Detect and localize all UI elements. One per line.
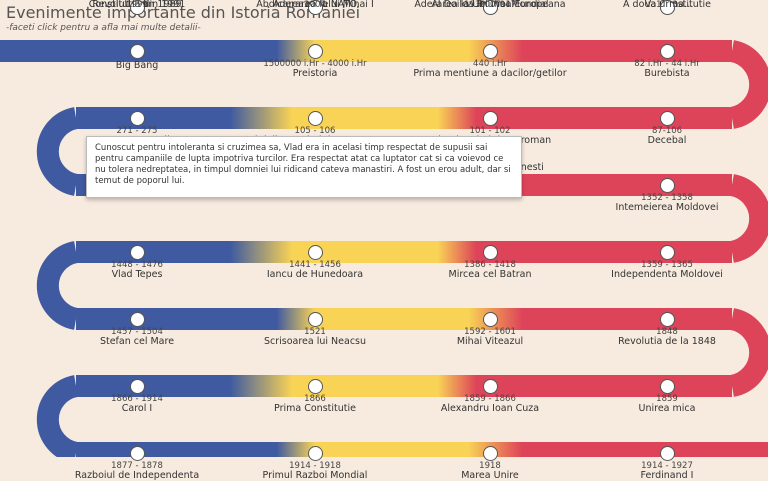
event-node[interactable] bbox=[307, 0, 323, 15]
event-node[interactable] bbox=[659, 445, 675, 461]
event-node[interactable] bbox=[482, 445, 498, 461]
event-date: 1457 - 1504 bbox=[111, 327, 163, 337]
event-date: 2007 bbox=[479, 0, 501, 10]
event-node[interactable] bbox=[307, 445, 323, 461]
event-date: 101 - 102 bbox=[469, 126, 511, 136]
event-date: 1352 - 1358 bbox=[641, 193, 693, 203]
event-title[interactable]: Marea Unire bbox=[461, 470, 519, 481]
event-title[interactable]: Ferdinand I bbox=[640, 470, 694, 481]
event-date: 1918 bbox=[479, 461, 501, 471]
event-node[interactable] bbox=[659, 43, 675, 59]
event-date: 1991 bbox=[126, 0, 148, 10]
event-date: 87-106 bbox=[651, 126, 683, 136]
event-title[interactable]: Prima mentiune a dacilor/getilor bbox=[413, 68, 567, 79]
event-date: 440 i.Hr bbox=[473, 59, 507, 69]
event-date: 1448 - 1476 bbox=[111, 260, 163, 270]
event-date: 1877 - 1878 bbox=[111, 461, 163, 471]
event-title[interactable]: Big Bang bbox=[115, 60, 159, 71]
event-title[interactable]: Scrisoarea lui Neacsu bbox=[263, 336, 367, 347]
event-node[interactable] bbox=[659, 0, 675, 15]
event-title[interactable]: Decebal bbox=[647, 135, 687, 146]
tooltip-text: Cunoscut pentru intoleranta si cruzimea … bbox=[95, 143, 511, 186]
event-title[interactable]: Alexandru Ioan Cuza bbox=[440, 403, 540, 414]
event-title[interactable]: Stefan cel Mare bbox=[99, 336, 175, 347]
event-date: 1359 - 1365 bbox=[641, 260, 693, 270]
event-title[interactable]: Prima Constitutie bbox=[274, 403, 356, 414]
event-node[interactable] bbox=[129, 0, 145, 15]
event-date: 271 - 275 bbox=[116, 126, 158, 136]
event-title[interactable]: Carol I bbox=[121, 403, 153, 414]
event-node[interactable] bbox=[307, 244, 323, 260]
event-title[interactable]: Constitutia din 1991 bbox=[88, 0, 186, 10]
event-title[interactable]: Revolutia de la 1848 bbox=[618, 336, 716, 347]
event-date: 1859 - 1866 bbox=[464, 394, 516, 404]
event-node[interactable] bbox=[307, 378, 323, 394]
event-title[interactable]: Primul Razboi Mondial bbox=[262, 470, 368, 481]
event-title[interactable]: Iancu de Hunedoara bbox=[266, 269, 364, 280]
event-title[interactable]: Va urma... bbox=[644, 0, 694, 10]
event-date: 2004 bbox=[304, 0, 326, 10]
event-node[interactable] bbox=[129, 378, 145, 394]
event-title[interactable]: Mircea cel Batran bbox=[448, 269, 532, 280]
event-node[interactable] bbox=[307, 43, 323, 59]
event-date: 1592 - 1601 bbox=[464, 327, 516, 337]
event-node[interactable] bbox=[659, 110, 675, 126]
page-title: Evenimente importante din Istoria Romani… bbox=[6, 3, 361, 22]
event-title[interactable]: Razboiul de Independenta bbox=[74, 470, 200, 481]
event-node[interactable] bbox=[659, 244, 675, 260]
event-node[interactable] bbox=[659, 378, 675, 394]
event-tooltip: Cunoscut pentru intoleranta si cruzimea … bbox=[86, 136, 522, 198]
event-date: 1521 bbox=[304, 327, 326, 337]
event-title[interactable]: Burebista bbox=[644, 68, 690, 79]
timeline-track bbox=[0, 40, 768, 457]
event-title[interactable]: Preistoria bbox=[292, 68, 338, 79]
event-node[interactable] bbox=[307, 110, 323, 126]
event-date: 1500000 i.Hr - 4000 i.Hr bbox=[263, 59, 367, 69]
event-node[interactable] bbox=[482, 43, 498, 59]
event-node[interactable] bbox=[129, 244, 145, 260]
event-title[interactable]: Aderarea la Uniunea Europeana bbox=[414, 0, 566, 10]
event-node[interactable] bbox=[659, 177, 675, 193]
event-node[interactable] bbox=[482, 110, 498, 126]
event-node[interactable] bbox=[659, 311, 675, 327]
event-title[interactable]: Vlad Tepes bbox=[111, 269, 163, 280]
event-node[interactable] bbox=[129, 110, 145, 126]
event-date: 105 - 106 bbox=[294, 126, 336, 136]
event-date: 1848 bbox=[656, 327, 678, 337]
event-title[interactable]: Independenta Moldovei bbox=[611, 269, 723, 280]
event-date: 1914 - 1918 bbox=[289, 461, 341, 471]
event-date: 82 i.Hr - 44 i.Hr bbox=[634, 59, 700, 69]
event-node[interactable] bbox=[129, 445, 145, 461]
event-node[interactable] bbox=[129, 43, 145, 59]
event-date: 1866 - 1914 bbox=[111, 394, 163, 404]
event-node[interactable] bbox=[482, 378, 498, 394]
event-date: 1866 bbox=[304, 394, 326, 404]
event-title[interactable]: Unirea mica bbox=[638, 403, 696, 414]
event-node[interactable] bbox=[482, 0, 498, 15]
event-node[interactable] bbox=[482, 311, 498, 327]
event-title[interactable]: Intemeierea Moldovei bbox=[615, 202, 719, 213]
event-title[interactable]: Mihai Viteazul bbox=[456, 336, 524, 347]
event-title[interactable]: Aderarea la NATO bbox=[273, 0, 357, 10]
event-date: 1441 - 1456 bbox=[289, 260, 341, 270]
event-node[interactable] bbox=[482, 244, 498, 260]
event-date: 1386 - 1418 bbox=[464, 260, 516, 270]
event-node[interactable] bbox=[129, 311, 145, 327]
event-date: 1914 - 1927 bbox=[641, 461, 693, 471]
event-node[interactable] bbox=[307, 311, 323, 327]
event-date: 1859 bbox=[656, 394, 678, 404]
page-subtitle: -faceti click pentru a afla mai multe de… bbox=[6, 23, 201, 33]
